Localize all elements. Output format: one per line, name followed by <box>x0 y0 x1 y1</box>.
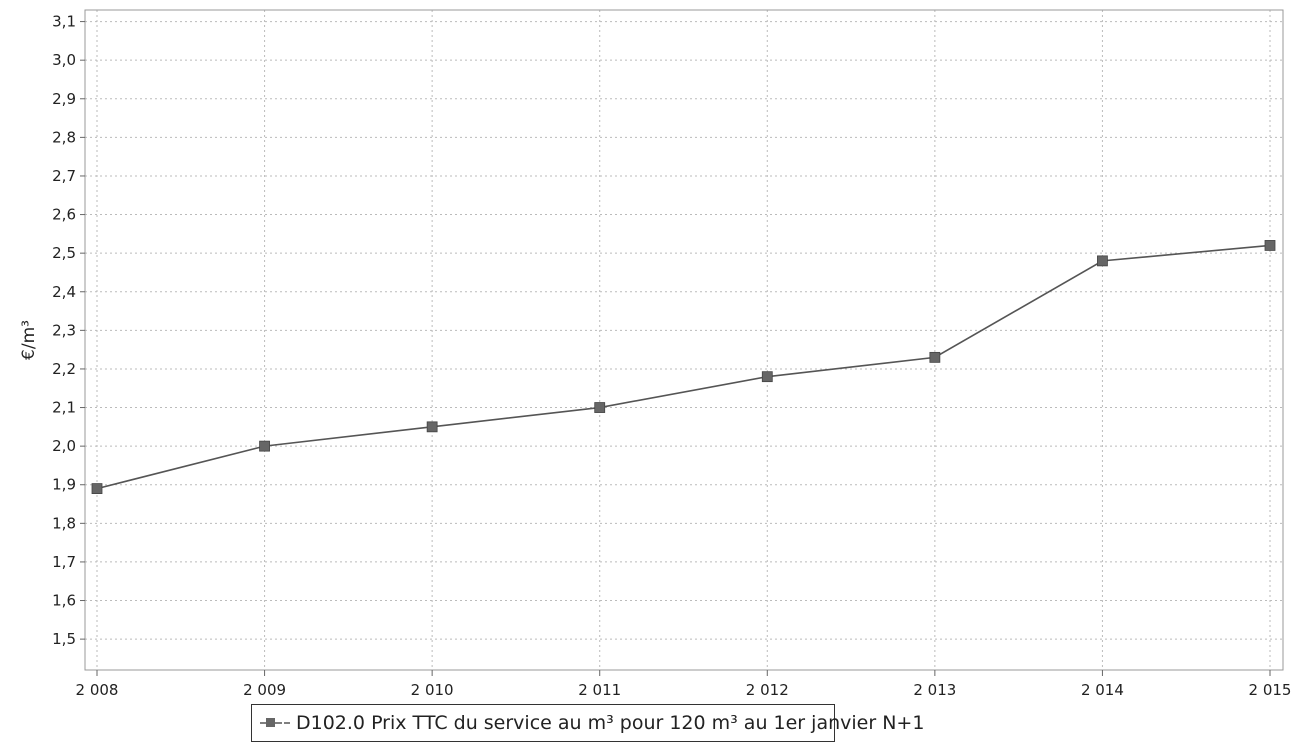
legend: D102.0 Prix TTC du service au m³ pour 12… <box>251 704 924 742</box>
y-tick-label: 1,8 <box>52 514 76 532</box>
data-point-marker <box>91 483 103 494</box>
y-axis-label: €/m³ <box>19 320 39 360</box>
y-tick-label: 1,7 <box>52 553 76 571</box>
grid-lines <box>85 10 1283 670</box>
data-point-marker <box>1097 255 1108 267</box>
y-tick-label: 2,2 <box>52 360 76 378</box>
series-group <box>91 240 1276 494</box>
y-tick-label: 1,9 <box>52 476 76 494</box>
y-tick-label: 2,9 <box>52 90 76 108</box>
y-tick-label: 2,8 <box>52 128 76 146</box>
y-tick-label: 2,3 <box>52 321 76 339</box>
x-tick-label: 2 010 <box>411 681 454 699</box>
y-tick-label: 1,6 <box>52 592 76 610</box>
legend-swatch-icon <box>258 713 292 733</box>
x-tick-label: 2 012 <box>746 681 789 699</box>
y-tick-label: 2,4 <box>52 283 76 301</box>
x-tick-label: 2 014 <box>1081 681 1124 699</box>
y-tick-label: 1,5 <box>52 630 76 648</box>
y-tick-label: 3,1 <box>52 13 76 31</box>
data-point-marker <box>594 402 606 413</box>
y-tick-label: 3,0 <box>52 51 76 69</box>
data-point-marker <box>1264 240 1276 251</box>
x-axis-ticks: 2 008 2 009 2 010 2 011 2 012 2 013 2 014 2 015 <box>76 670 1292 699</box>
legend-label: D102.0 Prix TTC du service au m³ pour 12… <box>296 712 925 734</box>
x-tick-label: 2 009 <box>243 681 286 699</box>
series-line <box>96 244 1271 490</box>
data-point-marker <box>761 371 773 383</box>
y-tick-label: 2,0 <box>52 437 76 455</box>
y-tick-label: 2,7 <box>52 167 76 185</box>
data-point-marker <box>259 440 270 452</box>
data-point-marker <box>929 351 941 363</box>
data-point-marker <box>426 421 438 433</box>
x-tick-label: 2 008 <box>76 681 119 699</box>
y-axis-ticks: 1,5 1,6 1,7 1,8 1,9 2,0 2,1 2,2 2,3 2,4 2,5 2,6 2,7 2… <box>52 13 85 648</box>
y-tick-label: 2,5 <box>52 244 76 262</box>
y-tick-label: 2,1 <box>52 399 76 417</box>
y-tick-label: 2,6 <box>52 206 76 224</box>
x-tick-label: 2 011 <box>578 681 621 699</box>
plot-area-border <box>84 9 1284 671</box>
x-tick-label: 2 015 <box>1249 681 1292 699</box>
x-tick-label: 2 013 <box>913 681 956 699</box>
